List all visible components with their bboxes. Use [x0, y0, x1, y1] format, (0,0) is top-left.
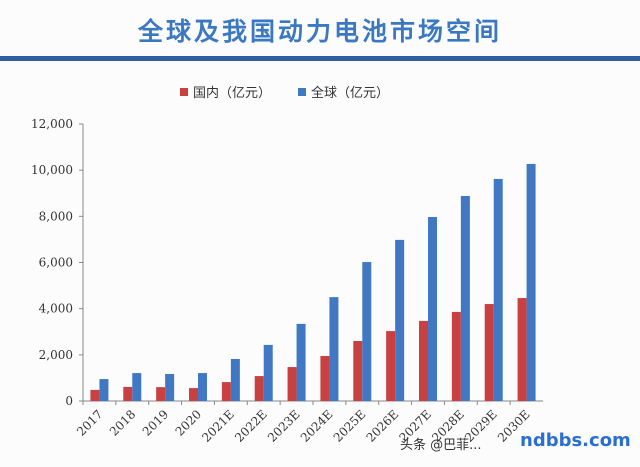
- bar-domestic: [386, 331, 396, 401]
- watermark-text: 头条 @巴菲...: [400, 438, 482, 453]
- watermark-site: ndbbs.com: [520, 430, 631, 451]
- bar-domestic: [123, 386, 133, 401]
- bar-global: [329, 297, 339, 401]
- bar-global: [198, 373, 207, 401]
- bar-global: [132, 373, 142, 401]
- x-tick-label: 2026E: [364, 407, 402, 445]
- bar-global: [395, 239, 405, 401]
- bar-global: [263, 344, 273, 401]
- y-tick-label: 10,000: [31, 163, 73, 177]
- x-tick-label: 2021E: [199, 407, 237, 445]
- x-tick-label: 2018: [107, 407, 138, 438]
- x-tick-label: 2023E: [265, 407, 303, 445]
- bar-global: [493, 178, 503, 401]
- x-tick-label: 2022E: [232, 407, 270, 445]
- y-tick-label: 4,000: [39, 302, 73, 316]
- bar-domestic: [320, 355, 330, 401]
- page-title: 全球及我国动力电池市场空间: [137, 17, 502, 46]
- y-tick-label: 8,000: [39, 209, 73, 223]
- bar-domestic: [156, 387, 166, 401]
- y-tick-label: 0: [65, 394, 73, 408]
- bar-global: [428, 217, 437, 401]
- y-tick-label: 2,000: [39, 348, 73, 362]
- x-tick-label: 2024E: [298, 407, 336, 445]
- legend-swatch: [180, 88, 188, 96]
- legend-label: 全球（亿元）: [311, 85, 389, 101]
- bar-domestic: [517, 298, 527, 401]
- x-tick-label: 2025E: [331, 407, 369, 445]
- x-tick-label: 2019: [140, 407, 171, 438]
- bar-global: [526, 163, 536, 401]
- bar-domestic: [484, 304, 494, 401]
- bar-domestic: [221, 382, 231, 401]
- bar-domestic: [287, 367, 297, 401]
- y-tick-label: 12,000: [31, 117, 73, 131]
- y-tick-label: 6,000: [39, 256, 73, 270]
- title-divider: [0, 56, 640, 61]
- bar-global: [99, 379, 109, 401]
- bar-domestic: [451, 311, 461, 401]
- bar-domestic: [353, 340, 363, 401]
- bar-domestic: [90, 389, 100, 401]
- legend-label: 国内（亿元）: [193, 85, 271, 101]
- x-tick-label: 2017: [74, 407, 105, 438]
- bar-global: [460, 196, 470, 401]
- bar-global: [362, 262, 372, 401]
- bar-global: [230, 358, 240, 401]
- bar-domestic: [419, 320, 428, 401]
- bar-domestic: [254, 376, 264, 401]
- legend-swatch: [298, 88, 306, 96]
- bar-global: [296, 323, 306, 401]
- bar-global: [165, 373, 175, 401]
- bar-domestic: [189, 388, 198, 401]
